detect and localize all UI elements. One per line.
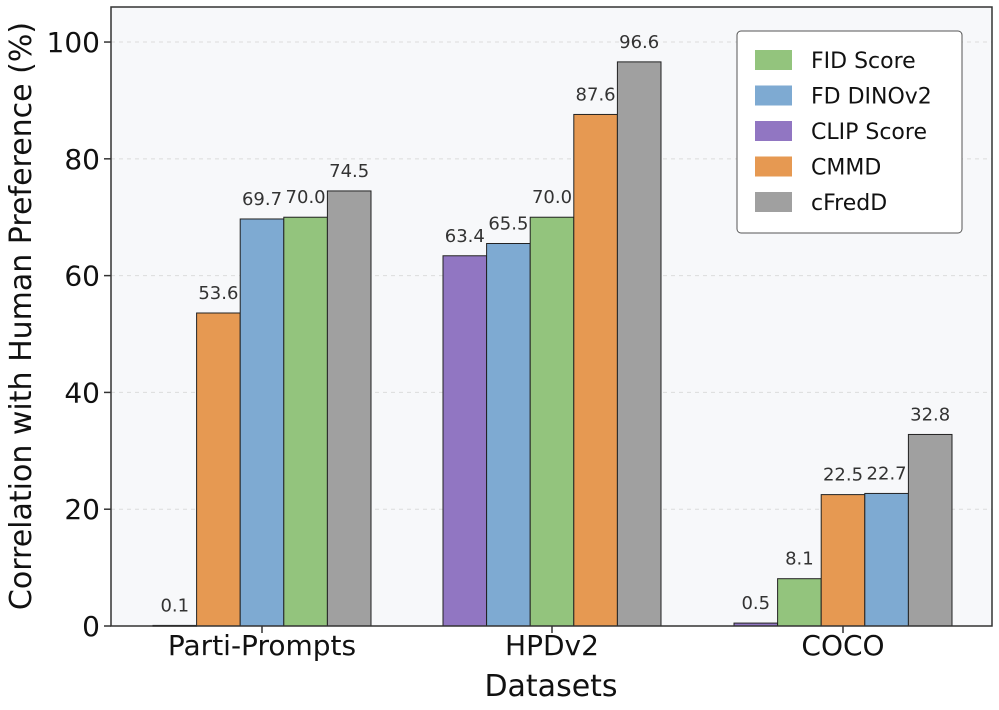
bar [573, 113, 618, 627]
bar-value-label: 22.7 [867, 463, 907, 484]
bar [442, 255, 488, 627]
y-axis-title: Correlation with Human Preference (%) [4, 22, 39, 610]
legend-swatch [755, 50, 792, 70]
bars [152, 61, 953, 627]
bar [196, 312, 241, 627]
legend: FID Score FD DINOv2 CLIP Score CMMD cFredD [736, 30, 963, 234]
bar [907, 433, 953, 627]
x-axis-ticks: Parti-Prompts HPDv2 COCO [168, 626, 885, 662]
y-tick-label: 80 [64, 143, 100, 176]
bar-value-label: 65.5 [488, 214, 528, 235]
x-tick-label: COCO [801, 629, 884, 662]
y-tick-label: 20 [64, 493, 100, 526]
bar-value-label: 0.5 [741, 593, 770, 614]
bar [864, 492, 909, 627]
legend-swatch [755, 85, 792, 106]
bar-value-label: 70.0 [286, 187, 326, 208]
legend-box [736, 30, 963, 234]
y-axis-ticks: 0 20 40 60 80 100 [47, 26, 111, 643]
bar [616, 61, 662, 627]
bar-labels: 0.153.669.7 70.074.563.465.570.087.696.60… [160, 32, 950, 617]
legend-label: FID Score [811, 49, 916, 74]
legend-swatch [755, 156, 792, 177]
bar-value-label: 53.6 [198, 283, 238, 304]
bar-value-label: 70.0 [532, 187, 572, 208]
y-tick-label: 100 [47, 26, 100, 59]
legend-label: CMMD [811, 156, 881, 181]
y-tick-label: 0 [82, 610, 100, 643]
legend-swatch [755, 121, 792, 141]
bar [326, 190, 372, 627]
bar-value-label: 69.7 [242, 189, 282, 210]
bar [529, 216, 575, 627]
x-tick-label: HPDv2 [505, 629, 599, 662]
bar [820, 494, 866, 627]
legend-label: FD DINOv2 [811, 85, 932, 110]
bar-value-label: 63.4 [445, 226, 485, 247]
bar-value-label: 8.1 [785, 549, 814, 570]
y-tick-label: 60 [64, 260, 100, 293]
legend-swatch [755, 192, 792, 212]
bar-value-label: 96.6 [619, 32, 659, 53]
bar-value-label: 87.6 [576, 84, 616, 105]
legend-label: cFredD [811, 191, 887, 216]
y-tick-label: 40 [64, 376, 100, 409]
x-axis-title: Datasets [484, 669, 617, 704]
bar [777, 578, 822, 627]
bar-value-label: 74.5 [329, 161, 369, 182]
x-tick-label: Parti-Prompts [168, 629, 356, 662]
legend-label: CLIP Score [811, 120, 927, 145]
bar [486, 243, 531, 627]
bar [283, 216, 328, 627]
bar-value-label: 0.1 [160, 595, 189, 616]
bar-value-label: 32.8 [910, 404, 950, 425]
bar [239, 218, 285, 627]
bar-value-label: 22.5 [823, 465, 863, 486]
